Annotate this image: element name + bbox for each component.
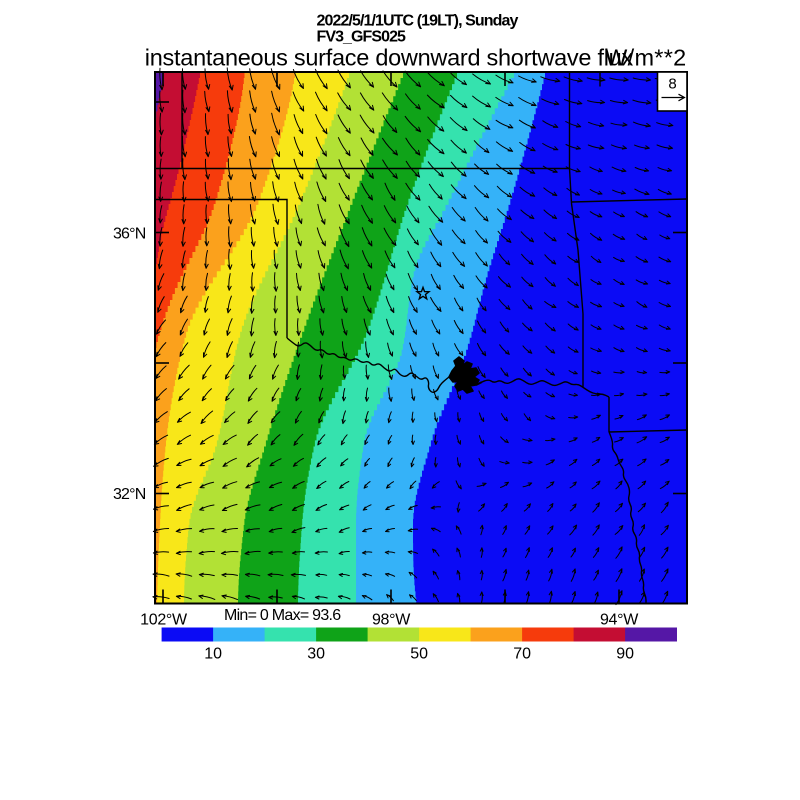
svg-text:Min= 0 Max= 93.6: Min= 0 Max= 93.6 (224, 607, 341, 624)
svg-text:32°N: 32°N (113, 486, 146, 503)
svg-text:8: 8 (668, 76, 676, 93)
svg-text:98°W: 98°W (372, 612, 411, 629)
svg-text:FV3_GFS025: FV3_GFS025 (317, 28, 407, 45)
svg-text:30: 30 (307, 646, 325, 663)
svg-text:instantaneous surface downward: instantaneous surface downward shortwave… (145, 44, 634, 70)
svg-text:70: 70 (513, 646, 531, 663)
svg-text:94°W: 94°W (600, 612, 639, 629)
svg-text:90: 90 (616, 646, 634, 663)
svg-text:36°N: 36°N (113, 225, 146, 242)
svg-text:50: 50 (410, 646, 428, 663)
svg-text:10: 10 (204, 646, 222, 663)
svg-text:W/m**2: W/m**2 (605, 44, 686, 70)
svg-text:102°W: 102°W (140, 612, 188, 629)
svg-text:2022/5/1/1UTC (19LT), Sunday: 2022/5/1/1UTC (19LT), Sunday (317, 12, 519, 29)
